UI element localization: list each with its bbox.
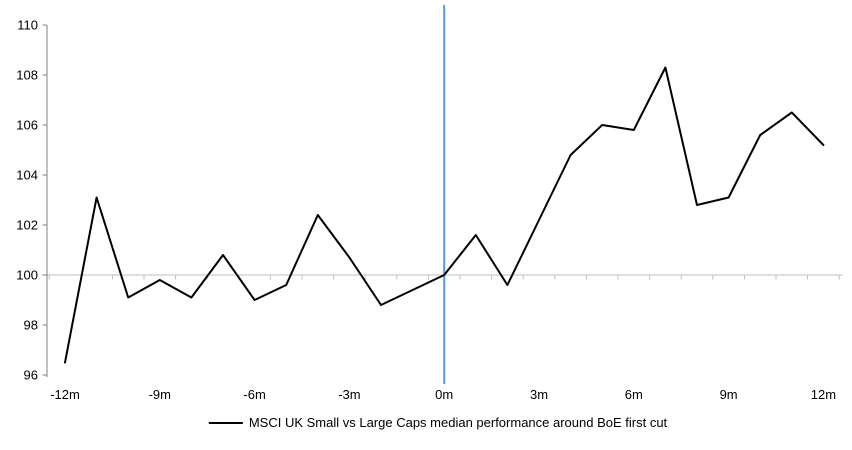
x-tick-label: 9m: [720, 387, 738, 402]
x-tick-label: -6m: [243, 387, 265, 402]
x-tick-label: 6m: [625, 387, 643, 402]
x-tick-label: -9m: [149, 387, 171, 402]
x-tick-label: 0m: [435, 387, 453, 402]
y-tick-label: 98: [24, 318, 38, 333]
y-tick-label: 106: [16, 118, 38, 133]
y-tick-label: 96: [24, 368, 38, 383]
y-tick-label: 102: [16, 218, 38, 233]
x-tick-label: 12m: [811, 387, 836, 402]
legend: MSCI UK Small vs Large Caps median perfo…: [208, 415, 668, 431]
y-tick-label: 110: [17, 18, 38, 33]
y-tick-label: 104: [16, 168, 38, 183]
y-tick-label: 100: [16, 268, 38, 283]
y-tick-label: 108: [16, 68, 38, 83]
series-line: [64, 66, 825, 364]
x-tick-label: 3m: [530, 387, 548, 402]
legend-line-swatch: [208, 422, 243, 424]
legend-label: MSCI UK Small vs Large Caps median perfo…: [248, 415, 668, 430]
x-tick-label: -12m: [50, 387, 80, 402]
x-tick-label: -3m: [338, 387, 360, 402]
